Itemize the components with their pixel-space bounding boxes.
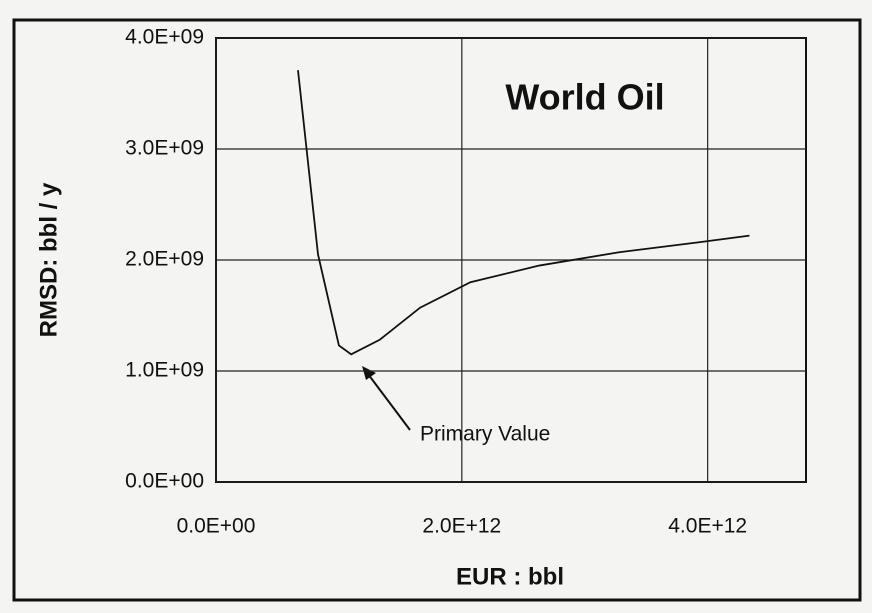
data-line — [297, 70, 750, 356]
annotation-arrow — [367, 373, 411, 431]
x-axis-label: EUR : bbl — [456, 563, 564, 590]
x-tick-label: 2.0E+12 — [422, 515, 501, 538]
frame — [12, 18, 862, 602]
y-tick-label: 0.0E+00 — [125, 470, 204, 493]
x-tick-label: 0.0E+00 — [177, 515, 256, 538]
y-tick-label: 4.0E+09 — [125, 26, 204, 49]
x-tick-label: 4.0E+12 — [668, 515, 747, 538]
annotation: Primary Value — [420, 423, 550, 446]
arrow-head — [362, 366, 376, 380]
y-tick-label: 1.0E+09 — [125, 359, 204, 382]
y-axis-label: RMSD: bbl / y — [35, 182, 62, 337]
y-tick-label: 3.0E+09 — [125, 137, 204, 160]
chart-title: World Oil — [505, 77, 664, 118]
y-tick-label: 2.0E+09 — [125, 248, 204, 271]
